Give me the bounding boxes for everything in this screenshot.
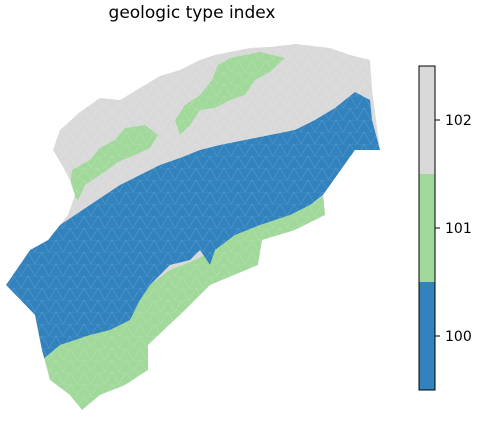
- colorbar: 102 101 100: [418, 65, 472, 391]
- colorbar-label-102: 102: [445, 113, 472, 129]
- colorbar-segment-102: [419, 66, 435, 174]
- colorbar-segment-100: [419, 282, 435, 390]
- colorbar-label-101: 101: [445, 221, 472, 237]
- chart-title: geologic type index: [109, 3, 276, 23]
- colorbar-segment-101: [419, 174, 435, 282]
- colorbar-label-100: 100: [445, 329, 472, 345]
